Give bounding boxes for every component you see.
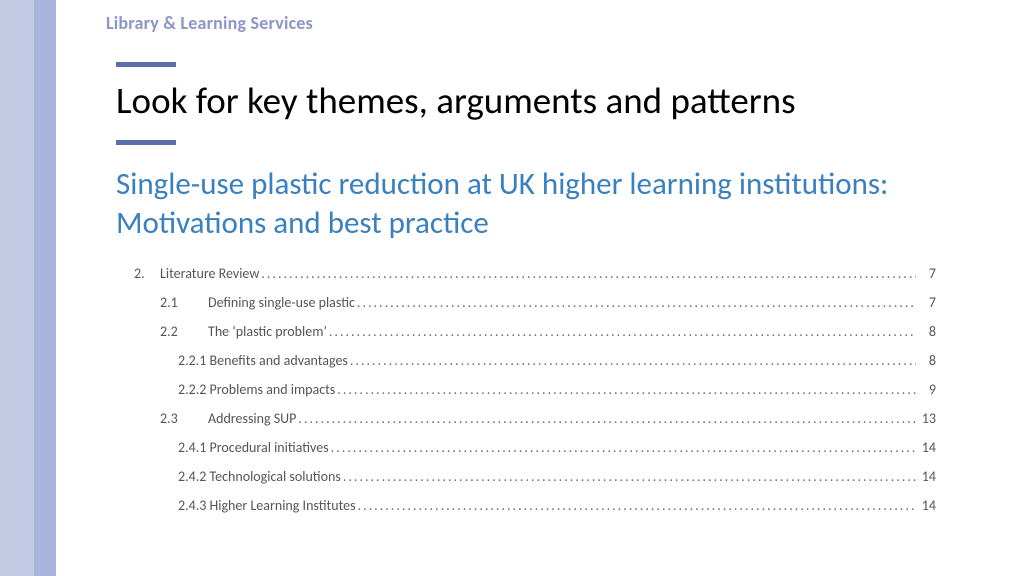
subtitle: Single-use plastic reduction at UK highe…	[116, 165, 966, 243]
toc-row: 2.4.1 Procedural initiatives 14	[116, 439, 936, 456]
toc-text: Literature Review	[160, 265, 259, 282]
toc-leader	[298, 410, 916, 427]
toc-text: Addressing SUP	[208, 410, 296, 427]
toc-row: 2.4.2 Technological solutions 14	[116, 468, 936, 485]
toc-num: 2.1	[160, 294, 208, 311]
toc-text: 2.2.1 Benefits and advantages	[178, 352, 348, 369]
sidebar-stripe-inner	[34, 0, 56, 576]
toc-leader	[343, 468, 916, 485]
toc-text: 2.4.2 Technological solutions	[178, 468, 341, 485]
toc-text: 2.2.2 Problems and impacts	[178, 381, 335, 398]
toc-page: 9	[918, 381, 936, 398]
toc-num: 2.3	[160, 410, 208, 427]
toc-row: 2.2.1 Benefits and advantages 8	[116, 352, 936, 369]
toc-num: 2.	[134, 265, 160, 282]
toc-row: 2.2 The ‘plastic problem’ 8	[116, 323, 936, 340]
toc-page: 7	[918, 265, 936, 282]
toc-leader	[329, 323, 916, 340]
toc-leader	[331, 439, 916, 456]
toc-num: 2.2	[160, 323, 208, 340]
toc-page: 8	[918, 323, 936, 340]
toc-leader	[357, 294, 916, 311]
toc-text: 2.4.1 Procedural initiatives	[178, 439, 329, 456]
header-label: Library & Learning Services	[106, 12, 313, 34]
toc-page: 7	[918, 294, 936, 311]
page-title: Look for key themes, arguments and patte…	[116, 78, 796, 123]
toc-text: Defining single-use plastic	[208, 294, 355, 311]
toc-row: 2.1 Defining single-use plastic 7	[116, 294, 936, 311]
toc-leader	[358, 497, 916, 514]
toc-row: 2.3 Addressing SUP 13	[116, 410, 936, 427]
toc-page: 14	[918, 468, 936, 485]
title-rule-bottom	[116, 140, 176, 145]
toc-row: 2. Literature Review 7	[116, 265, 936, 282]
toc-page: 13	[918, 410, 936, 427]
toc-page: 14	[918, 439, 936, 456]
toc-page: 8	[918, 352, 936, 369]
toc-text: 2.4.3 Higher Learning Institutes	[178, 497, 356, 514]
content-area: Library & Learning Services Look for key…	[56, 0, 1024, 576]
toc-leader	[261, 265, 916, 282]
toc-leader	[337, 381, 916, 398]
table-of-contents: 2. Literature Review 7 2.1 Defining sing…	[116, 265, 936, 526]
toc-leader	[350, 352, 916, 369]
sidebar-stripe-outer	[0, 0, 34, 576]
toc-page: 14	[918, 497, 936, 514]
title-rule-top	[116, 62, 176, 67]
toc-row: 2.2.2 Problems and impacts 9	[116, 381, 936, 398]
toc-text: The ‘plastic problem’	[208, 323, 327, 340]
toc-row: 2.4.3 Higher Learning Institutes 14	[116, 497, 936, 514]
